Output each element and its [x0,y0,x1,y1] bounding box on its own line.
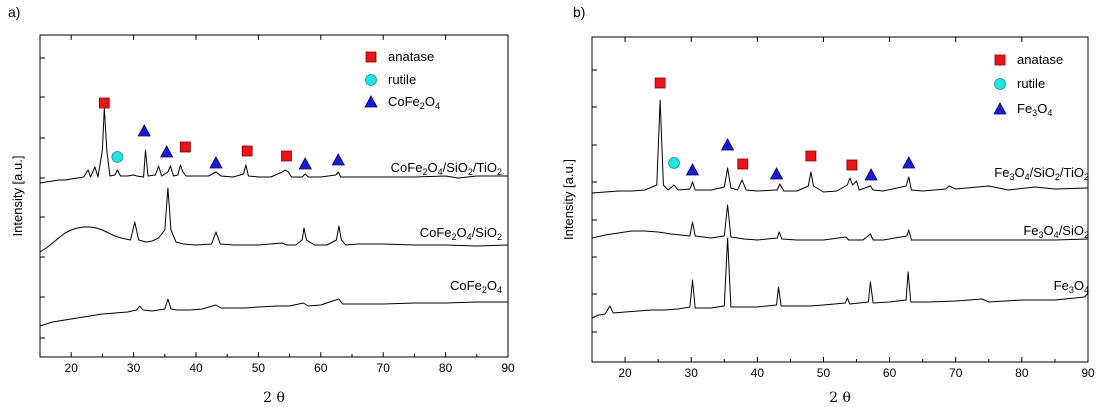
peak-marker-circle [668,157,680,169]
plot-frame [591,36,1089,363]
panel-a: a) 20 30 40 50 60 70 80 90 2 θ Intensity [a.u.] CoF… [8,4,515,406]
panel-label: b) [573,4,585,20]
x-tick-label: 90 [1081,366,1095,380]
peak-marker-square [846,159,858,171]
peak-marker-square [281,150,292,162]
peak-marker-triangle [137,124,151,137]
legend-marker-square [365,51,377,63]
peak-marker-square [654,77,666,89]
series-line-3 [39,298,508,327]
peak-marker-triangle [209,156,223,169]
peak-marker-square [737,158,749,170]
series-line-1 [591,99,1089,194]
legend-entry-3: Fe3O4 [1017,101,1052,118]
peak-marker-square [179,141,191,153]
x-tick-label: 50 [252,361,266,375]
y-axis-label: Intensity [a.u.] [561,159,576,240]
peak-marker-triangle [720,138,735,151]
x-tick-label: 80 [439,361,453,375]
peak-marker-square [98,97,110,109]
series-line-1 [39,107,508,184]
peak-marker-square [805,150,817,162]
x-tick-label: 70 [949,366,963,380]
x-tick-label: 60 [314,361,328,375]
x-tick-label: 40 [751,366,765,380]
legend-marker-circle [365,74,377,86]
series-label-1: Fe3O4/SiO2/TiO2 [994,165,1089,182]
x-tick-label: 30 [127,361,141,375]
x-tick-label: 90 [501,361,515,375]
legend-entry-1: anatase [388,49,434,64]
peak-marker-triangle [769,167,784,180]
series-line-2 [591,204,1089,241]
peak-marker-triangle [902,156,916,169]
legend-marker-square [994,54,1006,66]
x-tick-label: 80 [1015,366,1029,380]
x-tick-label: 40 [189,361,203,375]
legend-entry-3: CoFe2O4 [388,94,440,111]
x-tick-label: 30 [685,366,699,380]
series-label-3: Fe3O4 [1054,278,1089,295]
peak-marker-triangle [685,163,700,176]
y-axis-label: Intensity [a.u.] [10,156,25,237]
peak-marker-square [241,145,253,157]
peak-marker-triangle [864,168,878,181]
x-tick-label: 20 [65,361,79,375]
series-line-2 [39,187,509,253]
x-tick-label: 70 [377,361,391,375]
x-tick-label: 50 [817,366,831,380]
x-tick-label: 20 [618,366,632,380]
legend-marker-triangle [364,95,378,108]
series-line-3 [591,237,1089,319]
x-axis-label: 2 θ [829,390,851,406]
legend-marker-triangle [993,102,1007,115]
plot-frame [39,34,509,358]
x-tick-label: 60 [883,366,897,380]
legend-entry-2: rutile [388,72,416,87]
series-label-2: Fe3O4/SiO2 [1023,223,1089,240]
legend-entry-2: rutile [1017,76,1045,91]
series-label-1: CoFe2O4/SiO2/TiO2 [391,160,502,177]
peak-marker-triangle [331,153,345,166]
panel-b: b) 20 30 40 50 60 70 80 90 2 θ Intensity [a.u.] Fe3… [561,4,1095,406]
series-label-2: CoFe2O4/SiO2 [420,225,502,242]
peak-marker-circle [111,151,124,163]
peak-marker-triangle [159,145,174,158]
peak-marker-triangle [298,157,312,170]
legend-marker-circle [994,78,1006,90]
panel-label: a) [8,4,20,20]
x-axis-label: 2 θ [263,390,285,406]
series-label-3: CoFe2O4 [450,278,502,295]
legend-entry-1: anatase [1017,52,1063,67]
